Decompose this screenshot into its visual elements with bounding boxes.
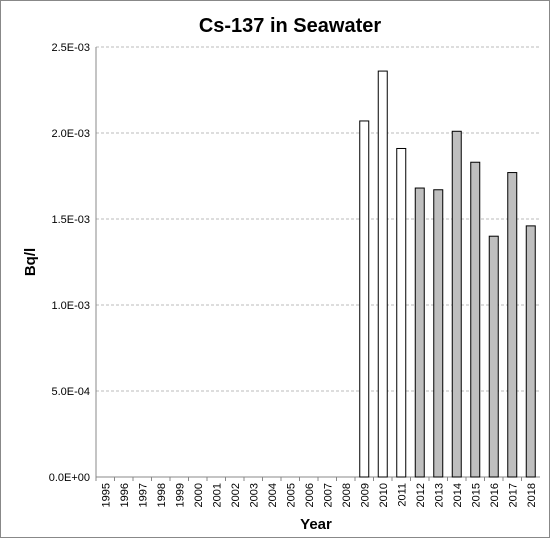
y-tick-label: 1.5E-03: [51, 214, 90, 226]
x-tick-label: 2017: [507, 483, 519, 507]
x-tick-label: 2000: [193, 483, 205, 507]
x-tick-label: 2003: [248, 483, 260, 507]
x-tick-label: 2013: [433, 483, 445, 507]
y-tick-label: 2.0E-03: [51, 128, 90, 140]
bar: [525, 225, 536, 478]
x-tick-label: 1998: [156, 483, 168, 507]
x-tick-label: 2015: [470, 483, 482, 507]
bar: [507, 172, 518, 478]
x-tick-label: 2010: [378, 483, 390, 507]
x-tick-label: 2007: [322, 483, 334, 507]
x-tick-label: 2012: [415, 483, 427, 507]
x-tick-label: 1996: [119, 483, 131, 507]
y-tick-label: 1.0E-03: [51, 300, 90, 312]
y-tick-label: 0.0E+00: [49, 472, 90, 484]
bar: [451, 130, 462, 478]
x-axis-title: Year: [300, 516, 332, 533]
x-tick-label: 2005: [285, 483, 297, 507]
bar: [359, 120, 370, 478]
y-tick-label: 5.0E-04: [51, 386, 90, 398]
x-tick-label: 2016: [489, 483, 501, 507]
x-tick-label: 2011: [396, 483, 408, 507]
bar: [470, 161, 481, 478]
x-tick-label: 2014: [452, 483, 464, 507]
x-tick-label: 2009: [359, 483, 371, 507]
bar: [414, 187, 425, 478]
x-tick-label: 2002: [230, 483, 242, 507]
x-tick-label: 2001: [211, 483, 223, 507]
x-tick-label: 2018: [526, 483, 538, 507]
y-axis-title: Bq/l: [22, 248, 39, 276]
x-tick-label: 2008: [341, 483, 353, 507]
bar: [433, 189, 444, 478]
x-tick-label: 2006: [304, 483, 316, 507]
x-tick-label: 1995: [100, 483, 112, 507]
x-tick-label: 1999: [174, 483, 186, 507]
y-tick-label: 2.5E-03: [51, 42, 90, 54]
bar: [377, 70, 388, 478]
bar: [488, 235, 499, 478]
x-tick-label: 2004: [267, 483, 279, 507]
chart-title: Cs-137 in Seawater: [199, 15, 382, 37]
x-tick-label: 1997: [137, 483, 149, 507]
bar: [396, 147, 407, 478]
